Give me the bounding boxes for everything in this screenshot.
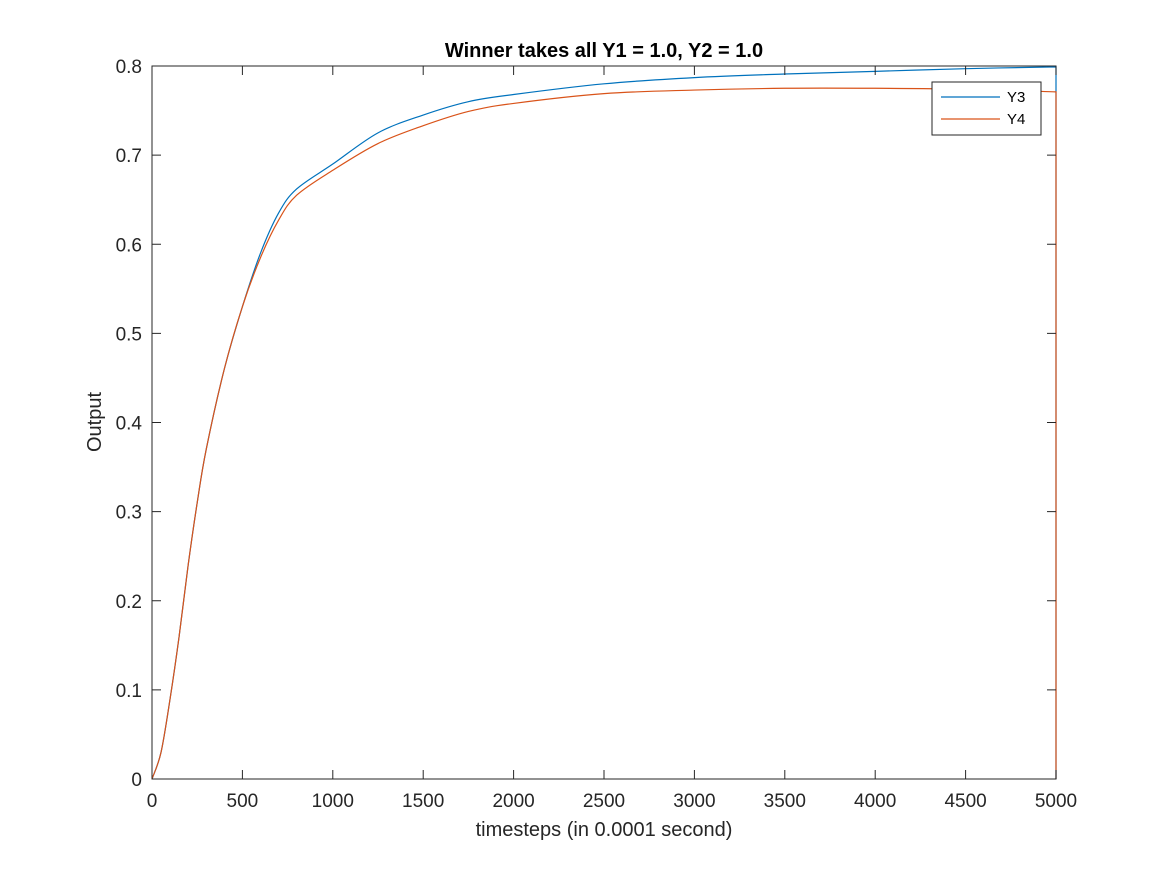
x-axis-label: timesteps (in 0.0001 second) xyxy=(476,819,733,841)
y-tick-label: 0.7 xyxy=(116,146,142,167)
legend-label: Y4 xyxy=(1007,111,1025,128)
legend-box xyxy=(931,81,1042,136)
y-tick-label: 0.1 xyxy=(116,681,142,702)
y-tick-label: 0.5 xyxy=(116,324,142,345)
plot-area xyxy=(151,65,1057,780)
axes-box xyxy=(151,65,1057,780)
x-tick-label: 1000 xyxy=(312,791,354,812)
y-tick-label: 0.2 xyxy=(116,592,142,613)
legend-label: Y3 xyxy=(1007,89,1025,106)
x-tick-label: 2000 xyxy=(492,791,534,812)
x-tick-label: 3500 xyxy=(764,791,806,812)
y-tick-label: 0.4 xyxy=(116,414,143,435)
x-tick-label: 2500 xyxy=(583,791,625,812)
series-line-y4 xyxy=(151,87,1057,780)
x-tick-label: 0 xyxy=(147,791,158,812)
y-tick-label: 0.8 xyxy=(116,57,142,78)
x-tick-label: 3000 xyxy=(673,791,715,812)
x-tick-label: 5000 xyxy=(1035,791,1077,812)
series-layer xyxy=(151,66,1057,780)
x-tick-label: 1500 xyxy=(402,791,444,812)
ticks-layer: 0 500 1000 1500 2000 2500 3000 3500 4000 4500 5000… xyxy=(116,57,1078,812)
y-axis-label: Output xyxy=(84,392,106,452)
y-tick-label: 0 xyxy=(131,770,142,791)
y-tick-label: 0.6 xyxy=(116,235,142,256)
x-tick-label: 500 xyxy=(227,791,259,812)
x-tick-label: 4500 xyxy=(944,791,986,812)
y-tick-label: 0.3 xyxy=(116,503,142,524)
chart-title: Winner takes all Y1 = 1.0, Y2 = 1.0 xyxy=(445,40,763,62)
x-tick-label: 4000 xyxy=(854,791,896,812)
